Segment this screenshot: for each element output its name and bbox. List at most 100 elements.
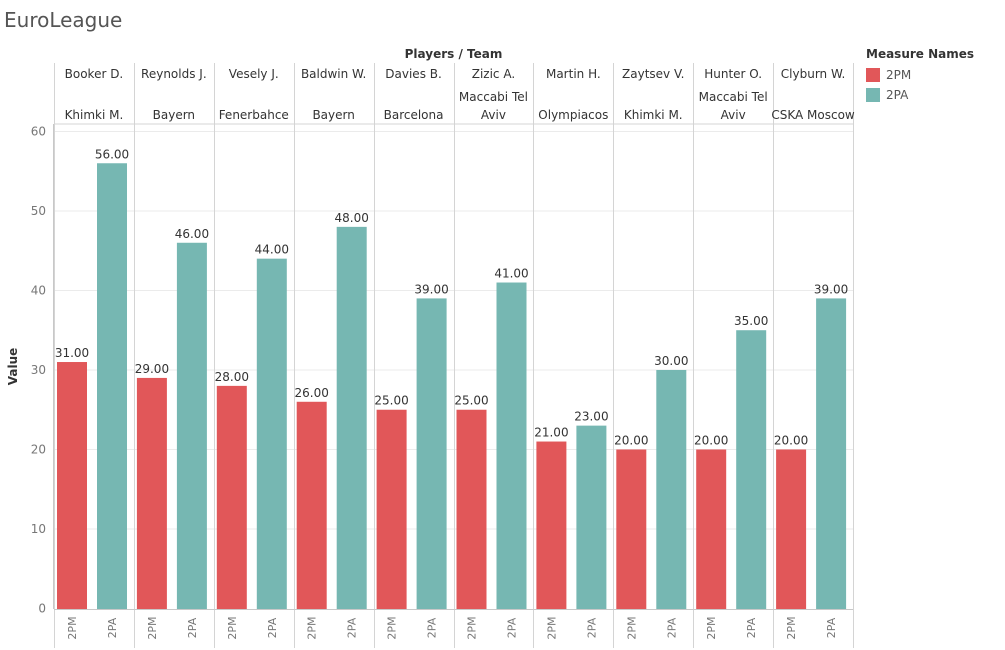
team-label: Maccabi Tel [699,90,768,104]
team-label: Khimki M. [624,108,683,122]
player-label: Martin H. [546,67,601,81]
x-tick-label: 2PA [266,617,279,638]
team-label: Barcelona [384,108,444,122]
team-label: Aviv [481,108,506,122]
y-tick-label: 20 [31,442,46,456]
team-label: CSKA Moscow [771,108,855,122]
y-tick-label: 0 [38,602,46,616]
data-label: 23.00 [574,410,608,424]
team-label: Bayern [153,108,195,122]
x-tick-label: 2PM [226,616,239,639]
bar-2pa [256,258,287,609]
y-tick-label: 40 [31,283,46,297]
x-tick-label: 2PA [665,617,678,638]
data-label: 26.00 [295,386,329,400]
data-label: 46.00 [175,227,209,241]
data-label: 25.00 [454,394,488,408]
data-label: 28.00 [215,370,249,384]
x-tick-label: 2PA [585,617,598,638]
bar-2pm [456,409,487,609]
data-label: 41.00 [494,267,528,281]
data-label: 48.00 [335,211,369,225]
x-tick-label: 2PM [545,616,558,639]
bar-2pa [496,282,527,609]
player-label: Reynolds J. [141,67,207,81]
bar-2pm [376,409,407,609]
player-label: Baldwin W. [301,67,366,81]
bar-2pa [576,425,607,609]
bar-2pm [136,377,167,609]
legend-swatch-2pa [866,88,880,102]
team-label: Fenerbahce [219,108,289,122]
legend-swatch-2pm [866,68,880,82]
bar-2pm [776,449,807,609]
legend: Measure Names 2PM 2PA [866,47,974,105]
data-label: 56.00 [95,147,129,161]
bar-2pm [616,449,647,609]
bar-2pa [176,242,207,609]
player-label: Zizic A. [472,67,515,81]
data-label: 20.00 [694,433,728,447]
x-tick-label: 2PA [745,617,758,638]
legend-label-2pa: 2PA [886,88,909,102]
bar-2pm [696,449,727,609]
data-label: 25.00 [374,394,408,408]
team-label: Maccabi Tel [459,90,528,104]
data-label: 31.00 [55,346,89,360]
x-tick-label: 2PM [386,616,399,639]
data-label: 35.00 [734,314,768,328]
x-tick-label: 2PM [785,616,798,639]
x-tick-label: 2PA [106,617,119,638]
bar-2pa [656,369,687,609]
player-label: Booker D. [65,67,124,81]
player-label: Vesely J. [229,67,279,81]
data-label: 20.00 [614,433,648,447]
data-label: 29.00 [135,362,169,376]
data-label: 44.00 [255,243,289,257]
x-tick-label: 2PA [426,617,439,638]
header-title: Players / Team [405,47,503,61]
y-axis-label: Value [6,348,20,386]
player-label: Clyburn W. [781,67,845,81]
bar-chart: Players / Team 0 10 20 30 40 50 60 Value Booker D… [6,47,855,648]
team-label: Bayern [312,108,354,122]
x-tick-label: 2PM [306,616,319,639]
x-tick-label: 2PA [506,617,519,638]
x-tick-label: 2PM [66,616,79,639]
y-tick-label: 50 [31,204,46,218]
legend-title: Measure Names [866,47,975,61]
y-tick-label: 30 [31,363,46,377]
team-label: Aviv [721,108,746,122]
data-label: 20.00 [774,433,808,447]
x-tick-label: 2PA [825,617,838,638]
bar-2pa [336,226,367,609]
bar-2pm [536,441,567,609]
legend-item-2pa[interactable]: 2PA [866,85,974,105]
page-title: EuroLeague [4,8,123,32]
x-tick-label: 2PA [346,617,359,638]
team-label: Khimki M. [65,108,124,122]
data-label: 30.00 [654,354,688,368]
x-tick-label: 2PM [625,616,638,639]
y-tick-label: 10 [31,522,46,536]
legend-label-2pm: 2PM [886,68,912,82]
data-label: 39.00 [814,282,848,296]
x-tick-label: 2PM [705,616,718,639]
legend-item-2pm[interactable]: 2PM [866,65,974,85]
data-label: 39.00 [414,282,448,296]
bar-2pa [816,298,847,609]
player-label: Zaytsev V. [622,67,684,81]
bar-2pa [416,298,447,609]
bar-2pm [296,401,327,609]
team-label: Olympiacos [538,108,608,122]
player-label: Davies B. [385,67,442,81]
player-label: Hunter O. [704,67,762,81]
data-label: 21.00 [534,426,568,440]
x-tick-label: 2PA [186,617,199,638]
bar-2pa [736,330,767,609]
bar-2pm [216,385,247,609]
bar-2pm [57,362,87,609]
bar-2pa [97,163,127,610]
x-tick-label: 2PM [466,616,479,639]
x-tick-label: 2PM [146,616,159,639]
